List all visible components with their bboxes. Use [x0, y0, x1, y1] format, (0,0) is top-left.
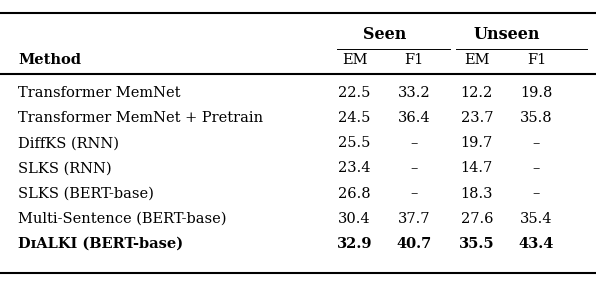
- Text: –: –: [533, 136, 540, 150]
- Text: 30.4: 30.4: [339, 212, 371, 226]
- Text: 37.7: 37.7: [398, 212, 430, 226]
- Text: Method: Method: [18, 53, 81, 67]
- Text: 24.5: 24.5: [339, 111, 371, 125]
- Text: –: –: [411, 136, 418, 150]
- Text: Transformer MemNet: Transformer MemNet: [18, 86, 181, 100]
- Text: Transformer MemNet + Pretrain: Transformer MemNet + Pretrain: [18, 111, 263, 125]
- Text: 35.5: 35.5: [459, 237, 495, 251]
- Text: DiffKS (RNN): DiffKS (RNN): [18, 136, 119, 150]
- Text: 35.8: 35.8: [520, 111, 552, 125]
- Text: 14.7: 14.7: [461, 162, 493, 175]
- Text: 43.4: 43.4: [519, 237, 554, 251]
- Text: EM: EM: [342, 53, 367, 67]
- Text: 18.3: 18.3: [461, 187, 493, 200]
- Text: Multi-Sentence (BERT-base): Multi-Sentence (BERT-base): [18, 212, 226, 226]
- Text: F1: F1: [527, 53, 546, 67]
- Text: 35.4: 35.4: [520, 212, 552, 226]
- Text: 36.4: 36.4: [398, 111, 430, 125]
- Text: SLKS (RNN): SLKS (RNN): [18, 162, 111, 175]
- Text: 12.2: 12.2: [461, 86, 493, 100]
- Text: 19.8: 19.8: [520, 86, 552, 100]
- Text: 23.7: 23.7: [461, 111, 493, 125]
- Text: 40.7: 40.7: [396, 237, 432, 251]
- Text: 26.8: 26.8: [339, 187, 371, 200]
- Text: Seen: Seen: [363, 26, 406, 43]
- Text: 23.4: 23.4: [339, 162, 371, 175]
- Text: DɪALKI (BERT-base): DɪALKI (BERT-base): [18, 237, 183, 251]
- Text: 19.7: 19.7: [461, 136, 493, 150]
- Text: –: –: [533, 162, 540, 175]
- Text: F1: F1: [405, 53, 424, 67]
- Text: 33.2: 33.2: [398, 86, 430, 100]
- Text: 27.6: 27.6: [461, 212, 493, 226]
- Text: EM: EM: [464, 53, 489, 67]
- Text: 22.5: 22.5: [339, 86, 371, 100]
- Text: 32.9: 32.9: [337, 237, 372, 251]
- Text: –: –: [533, 187, 540, 200]
- Text: Unseen: Unseen: [473, 26, 540, 43]
- Text: 25.5: 25.5: [339, 136, 371, 150]
- Text: –: –: [411, 187, 418, 200]
- Text: SLKS (BERT-base): SLKS (BERT-base): [18, 187, 154, 200]
- Text: –: –: [411, 162, 418, 175]
